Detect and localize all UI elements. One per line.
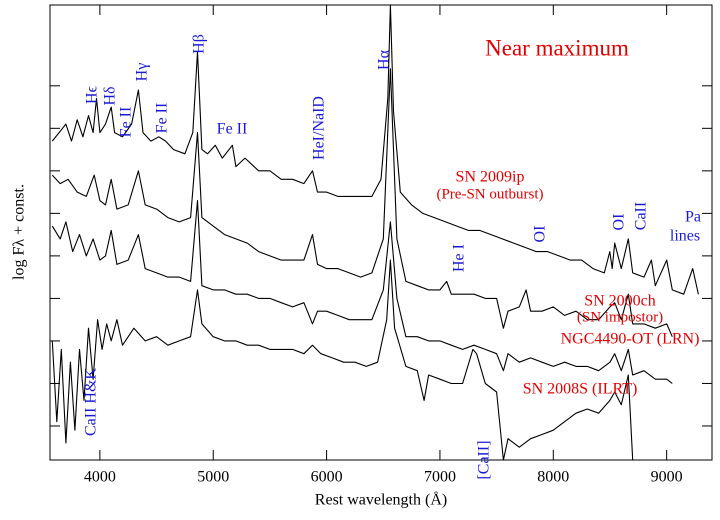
line-label: OI — [532, 226, 549, 243]
series-label: SN 2009ip — [456, 169, 525, 186]
line-label: Fe II — [217, 121, 248, 138]
line-label: Fe II — [154, 103, 171, 134]
spectrum-line — [51, 200, 673, 384]
line-label: OI — [611, 214, 628, 231]
line-label: Hϵ — [84, 85, 101, 104]
line-label: Pa — [685, 209, 701, 226]
line-label: CaII — [633, 202, 650, 230]
x-tick-label: 6000 — [311, 469, 343, 486]
x-tick-label: 7000 — [424, 469, 456, 486]
series-note: (Pre-SN outburst) — [436, 186, 543, 202]
x-tick-label: 9000 — [651, 469, 683, 486]
plot-frame — [49, 4, 713, 461]
line-label: CaII H&K — [83, 368, 100, 436]
line-label: Fe II — [118, 107, 135, 138]
series-note: (SN impostor) — [577, 309, 663, 325]
line-label: He I — [451, 244, 468, 272]
x-tick-label: 5000 — [197, 469, 229, 486]
series-label: SN 2000ch — [584, 293, 656, 310]
spectrum-line — [51, 5, 699, 295]
spectrum-line — [51, 68, 673, 337]
series-label: SN 2008S (ILRT) — [523, 381, 638, 398]
x-tick-label: 8000 — [537, 469, 569, 486]
series-label: NGC4490-OT (LRN) — [561, 331, 700, 348]
y-axis-label: log Fλ + const. — [11, 184, 28, 280]
x-tick-label: 4000 — [84, 469, 116, 486]
line-label: Hδ — [102, 86, 119, 105]
spectrum-line — [51, 259, 634, 460]
line-label: Hα — [376, 49, 393, 70]
line-label: [CaII] — [476, 440, 493, 479]
chart-title: Near maximum — [485, 35, 629, 60]
line-label: lines — [670, 228, 700, 245]
line-label: HeI/NaID — [311, 96, 328, 160]
x-axis-label: Rest wavelength (Å) — [315, 491, 447, 509]
spectra — [51, 5, 699, 460]
line-label: Hγ — [134, 63, 151, 82]
line-label: Hβ — [191, 34, 208, 54]
